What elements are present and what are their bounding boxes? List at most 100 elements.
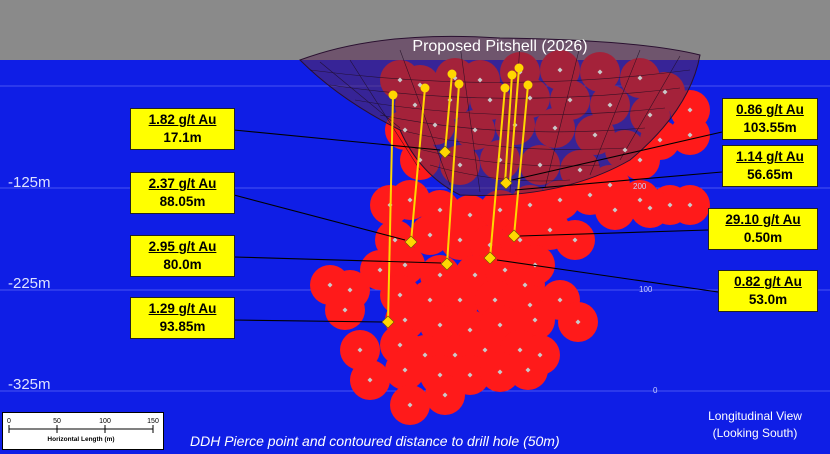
pierce-point xyxy=(532,317,538,323)
length-text: 56.65m xyxy=(747,167,793,182)
intercept-callout-5: 0.86 g/t Au 103.55m xyxy=(722,98,818,140)
pierce-point xyxy=(647,112,653,118)
pierce-point xyxy=(537,352,543,358)
grade-text: 29.10 g/t Au xyxy=(725,212,801,227)
pierce-point xyxy=(497,207,503,213)
pierce-point xyxy=(427,232,433,238)
pierce-point xyxy=(407,402,413,408)
length-text: 53.0m xyxy=(748,292,788,307)
pierce-point xyxy=(437,207,443,213)
pierce-point xyxy=(572,237,578,243)
pierce-point xyxy=(402,317,408,323)
pierce-point xyxy=(587,192,593,198)
pierce-point xyxy=(637,157,643,163)
grade-text: 1.82 g/t Au xyxy=(148,112,217,127)
pierce-point xyxy=(657,137,663,143)
pierce-point xyxy=(522,282,528,288)
view-label: Longitudinal View (Looking South) xyxy=(690,408,820,442)
pierce-point xyxy=(452,352,458,358)
pierce-point xyxy=(557,297,563,303)
pierce-point xyxy=(497,369,503,375)
length-text: 0.50m xyxy=(743,230,783,245)
pierce-point xyxy=(347,287,353,293)
pierce-point xyxy=(377,267,383,273)
pierce-point xyxy=(607,102,613,108)
pierce-point xyxy=(422,352,428,358)
length-text: 88.05m xyxy=(159,194,206,209)
pierce-point xyxy=(647,205,653,211)
pierce-point xyxy=(392,237,398,243)
drill-hole-6 xyxy=(504,70,517,184)
grade-text: 1.14 g/t Au xyxy=(736,149,804,164)
pierce-point xyxy=(622,147,628,153)
drill-hole-4 xyxy=(446,79,464,265)
pierce-point xyxy=(607,182,613,188)
pierce-point xyxy=(482,347,488,353)
grade-text: 2.95 g/t Au xyxy=(148,239,217,254)
scale-tick-50: 50 xyxy=(53,418,61,425)
pierce-point xyxy=(687,202,693,208)
pierce-point xyxy=(662,89,668,95)
gridline-label-0: 0 xyxy=(653,386,658,395)
drill-holes xyxy=(387,63,533,323)
intercept-callout-2: 2.37 g/t Au 88.05m xyxy=(130,172,235,214)
pierce-point xyxy=(527,302,533,308)
drill-hole-2 xyxy=(410,83,430,243)
pierce-point xyxy=(397,342,403,348)
pierce-point xyxy=(357,347,363,353)
pitshell-title: Proposed Pitshell (2026) xyxy=(412,38,588,55)
drill-hole-3 xyxy=(444,69,457,153)
pierce-point xyxy=(472,127,478,133)
pierce-point xyxy=(637,75,643,81)
pierce-point xyxy=(637,197,643,203)
scale-bar-graphic: 0 50 100 150 Horizontal Length (m) xyxy=(7,418,159,443)
pierce-point xyxy=(472,272,478,278)
length-text: 17.1m xyxy=(163,130,202,145)
pierce-point xyxy=(327,282,333,288)
pierce-point xyxy=(437,272,443,278)
pierce-point xyxy=(537,162,543,168)
pierce-point xyxy=(432,122,438,128)
drill-hole-7 xyxy=(509,63,524,183)
depth-label-225: -225m xyxy=(8,275,51,292)
pierce-point xyxy=(577,167,583,173)
pierce-point xyxy=(517,347,523,353)
pierce-point xyxy=(442,392,448,398)
intercept-callout-3: 2.95 g/t Au 80.0m xyxy=(130,235,235,277)
pierce-point xyxy=(527,202,533,208)
pierce-point xyxy=(552,125,558,131)
scale-bar: 0 50 100 150 Horizontal Length (m) xyxy=(2,412,164,450)
drill-hole-1 xyxy=(387,90,398,323)
depth-label-325: -325m xyxy=(8,376,51,393)
length-text: 103.55m xyxy=(743,120,797,135)
pierce-point xyxy=(467,372,473,378)
figure-caption: DDH Pierce point and contoured distance … xyxy=(190,433,560,449)
gridline-label-200: 200 xyxy=(633,182,647,191)
pierce-point xyxy=(457,297,463,303)
pierce-point xyxy=(592,132,598,138)
pierce-point xyxy=(402,367,408,373)
pierce-point xyxy=(597,69,603,75)
intercept-callout-4: 1.29 g/t Au 93.85m xyxy=(130,297,235,339)
intercept-callout-8: 0.82 g/t Au 53.0m xyxy=(718,270,818,312)
view-label-line1: Longitudinal View xyxy=(708,409,802,423)
pierce-point xyxy=(502,267,508,273)
drill-hole-5 xyxy=(489,83,510,259)
grade-text: 0.86 g/t Au xyxy=(736,102,804,117)
pierce-point xyxy=(557,197,563,203)
intercept-callout-6: 1.14 g/t Au 56.65m xyxy=(722,145,818,187)
drill-hole-8 xyxy=(513,80,533,237)
pierce-point xyxy=(517,237,523,243)
pierce-point xyxy=(497,322,503,328)
intercept-callout-7: 29.10 g/t Au 0.50m xyxy=(708,208,818,250)
pierce-point xyxy=(687,132,693,138)
scale-tick-0: 0 xyxy=(7,418,11,425)
callout-leaders xyxy=(233,129,723,323)
pierce-point xyxy=(477,77,483,83)
pierce-point xyxy=(407,197,413,203)
pierce-point xyxy=(342,307,348,313)
length-text: 80.0m xyxy=(163,257,202,272)
pierce-point xyxy=(402,262,408,268)
pierce-point xyxy=(437,372,443,378)
